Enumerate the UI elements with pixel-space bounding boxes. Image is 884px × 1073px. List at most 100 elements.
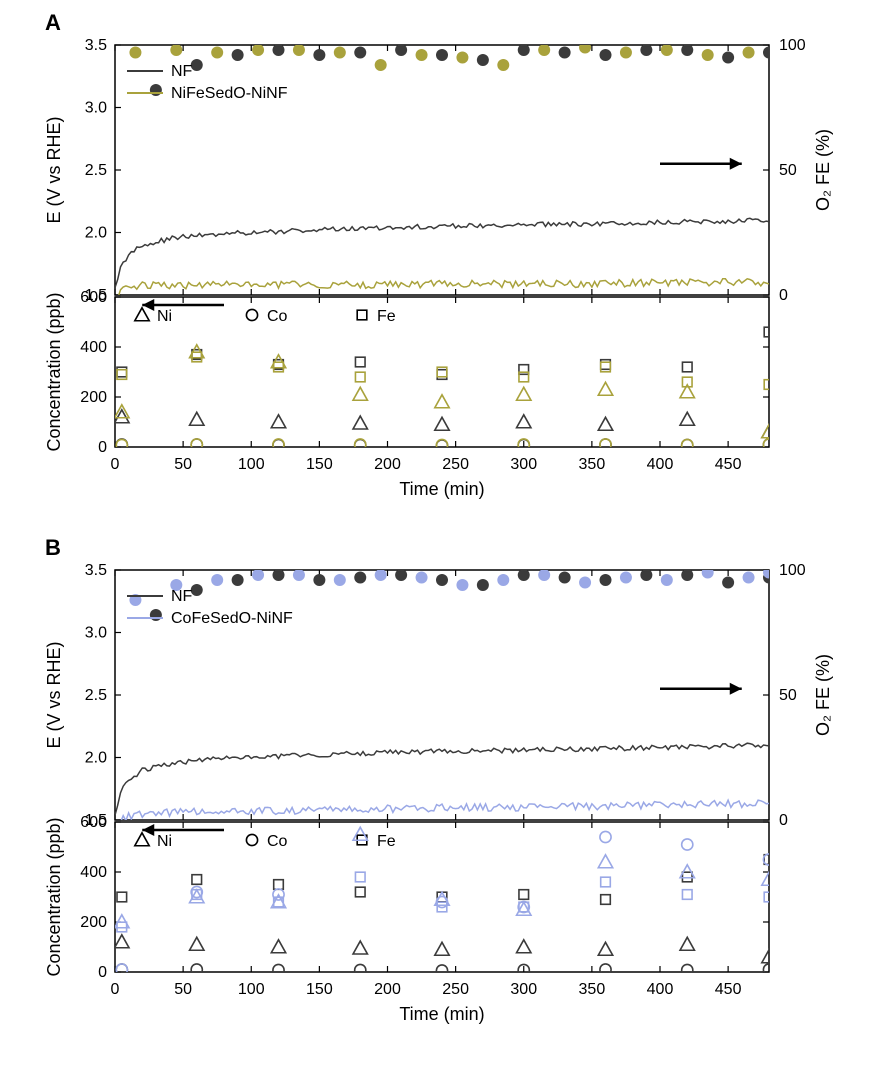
marker-CoFeSedO_FE	[497, 574, 509, 586]
xtick: 100	[238, 981, 265, 998]
marker-NiFeSedO_Ni	[598, 382, 612, 395]
marker-legend-label: Ni	[157, 833, 172, 850]
ytick-bottom: 400	[80, 864, 107, 881]
figure-svg: A1.52.02.53.03.5050100E (V vs RHE)O₂ FE …	[0, 0, 884, 1073]
xlabel: Time (min)	[399, 479, 484, 499]
marker-NF_Fe	[437, 370, 447, 380]
marker-NF_FE	[559, 47, 571, 59]
xtick: 450	[715, 456, 742, 473]
marker-CoFeSedO_Co	[116, 964, 127, 975]
marker-CoFeSedO_Co	[682, 839, 693, 850]
ytick-left: 2.5	[85, 687, 107, 704]
marker-NF_Fe	[601, 360, 611, 370]
marker-CoFeSedO_Fe	[682, 890, 692, 900]
marker-CoFeSedO_FE	[743, 572, 755, 584]
marker-NF_FE	[191, 584, 203, 596]
ylabel-left: E (V vs RHE)	[44, 116, 64, 223]
marker-NF_FE	[600, 49, 612, 61]
marker-NF_Ni	[271, 940, 285, 953]
marker-NF_Ni	[190, 412, 204, 425]
indicator-arrowhead	[142, 824, 154, 836]
ytick-right: 100	[779, 562, 806, 579]
marker-NF_FE	[763, 47, 775, 59]
marker-NF_FE	[722, 52, 734, 64]
ylabel-left: E (V vs RHE)	[44, 641, 64, 748]
marker-NiFeSedO_Co	[355, 439, 366, 450]
marker-CoFeSedO_Fe	[355, 872, 365, 882]
xtick: 400	[647, 981, 674, 998]
top-chart-frame	[115, 570, 769, 820]
marker	[135, 833, 149, 846]
marker-NiFeSedO_Co	[273, 439, 284, 450]
ytick-bottom: 0	[98, 439, 107, 456]
marker-CoFeSedO_FE	[538, 569, 550, 581]
marker-CoFeSedO_FE	[416, 572, 428, 584]
marker-NF_FE	[600, 574, 612, 586]
marker-legend-label: Fe	[377, 308, 396, 325]
marker-NF_Ni	[115, 410, 129, 423]
marker-NF_FE	[273, 569, 285, 581]
xlabel: Time (min)	[399, 1004, 484, 1024]
marker-NF_Ni	[517, 940, 531, 953]
xtick: 250	[442, 456, 469, 473]
marker-NiFeSedO_Ni	[517, 387, 531, 400]
marker-NF_FE	[191, 59, 203, 71]
ytick-left: 3.5	[85, 562, 107, 579]
marker-CoFeSedO_FE	[620, 572, 632, 584]
marker-NF_Ni	[115, 935, 129, 948]
marker-NF_FE	[150, 84, 162, 96]
marker-CoFeSedO_Co	[355, 786, 366, 797]
legend-label: NF	[171, 63, 193, 80]
xtick: 300	[510, 456, 537, 473]
ytick-right: 0	[779, 287, 788, 304]
ytick-left: 3.0	[85, 100, 107, 117]
marker-NF_Co	[191, 964, 202, 975]
marker-NiFeSedO_FE	[743, 47, 755, 59]
indicator-arrowhead	[142, 299, 154, 311]
legend-label: NF	[171, 588, 193, 605]
marker-CoFeSedO_FE	[211, 574, 223, 586]
xtick: 400	[647, 456, 674, 473]
ytick-right: 100	[779, 37, 806, 54]
marker-NF_Co	[273, 964, 284, 975]
ytick-bottom: 400	[80, 339, 107, 356]
xtick: 100	[238, 456, 265, 473]
marker-NF_FE	[232, 49, 244, 61]
marker-NF_Fe	[117, 892, 127, 902]
marker-legend-label: Ni	[157, 308, 172, 325]
marker-NiFeSedO_Fe	[117, 370, 127, 380]
marker-NF_FE	[395, 569, 407, 581]
marker-NF_Ni	[517, 415, 531, 428]
marker-NF_FE	[640, 44, 652, 56]
marker-NiFeSedO_Co	[600, 439, 611, 450]
marker-NF_FE	[150, 609, 162, 621]
ylabel-bottom: Concentration (ppb)	[44, 817, 64, 976]
ytick-left: 3.0	[85, 625, 107, 642]
marker-NF_Ni	[271, 415, 285, 428]
top-chart-frame	[115, 45, 769, 295]
xtick: 300	[510, 981, 537, 998]
marker-NF_Fe	[601, 895, 611, 905]
ytick-right: 50	[779, 687, 797, 704]
marker-NF_Co	[600, 964, 611, 975]
marker-NF_FE	[273, 44, 285, 56]
marker-NF_FE	[518, 44, 530, 56]
ytick-bottom: 600	[80, 814, 107, 831]
xtick: 350	[579, 456, 606, 473]
marker-NF_FE	[354, 47, 366, 59]
marker-legend-label: Co	[267, 308, 288, 325]
marker-NF_Ni	[598, 417, 612, 430]
marker-NF_FE	[436, 49, 448, 61]
marker-NiFeSedO_FE	[661, 44, 673, 56]
panel-label: A	[45, 10, 61, 35]
marker-NF_Fe	[192, 875, 202, 885]
ytick-bottom: 200	[80, 389, 107, 406]
marker-NiFeSedO_Co	[116, 439, 127, 450]
marker-CoFeSedO_FE	[293, 569, 305, 581]
marker-NF_Ni	[435, 417, 449, 430]
marker-NiFeSedO_FE	[456, 52, 468, 64]
marker-NF_Ni	[190, 937, 204, 950]
marker-NF_Ni	[353, 416, 367, 429]
marker-CoFeSedO_FE	[252, 569, 264, 581]
marker-NiFeSedO_Co	[436, 439, 447, 450]
